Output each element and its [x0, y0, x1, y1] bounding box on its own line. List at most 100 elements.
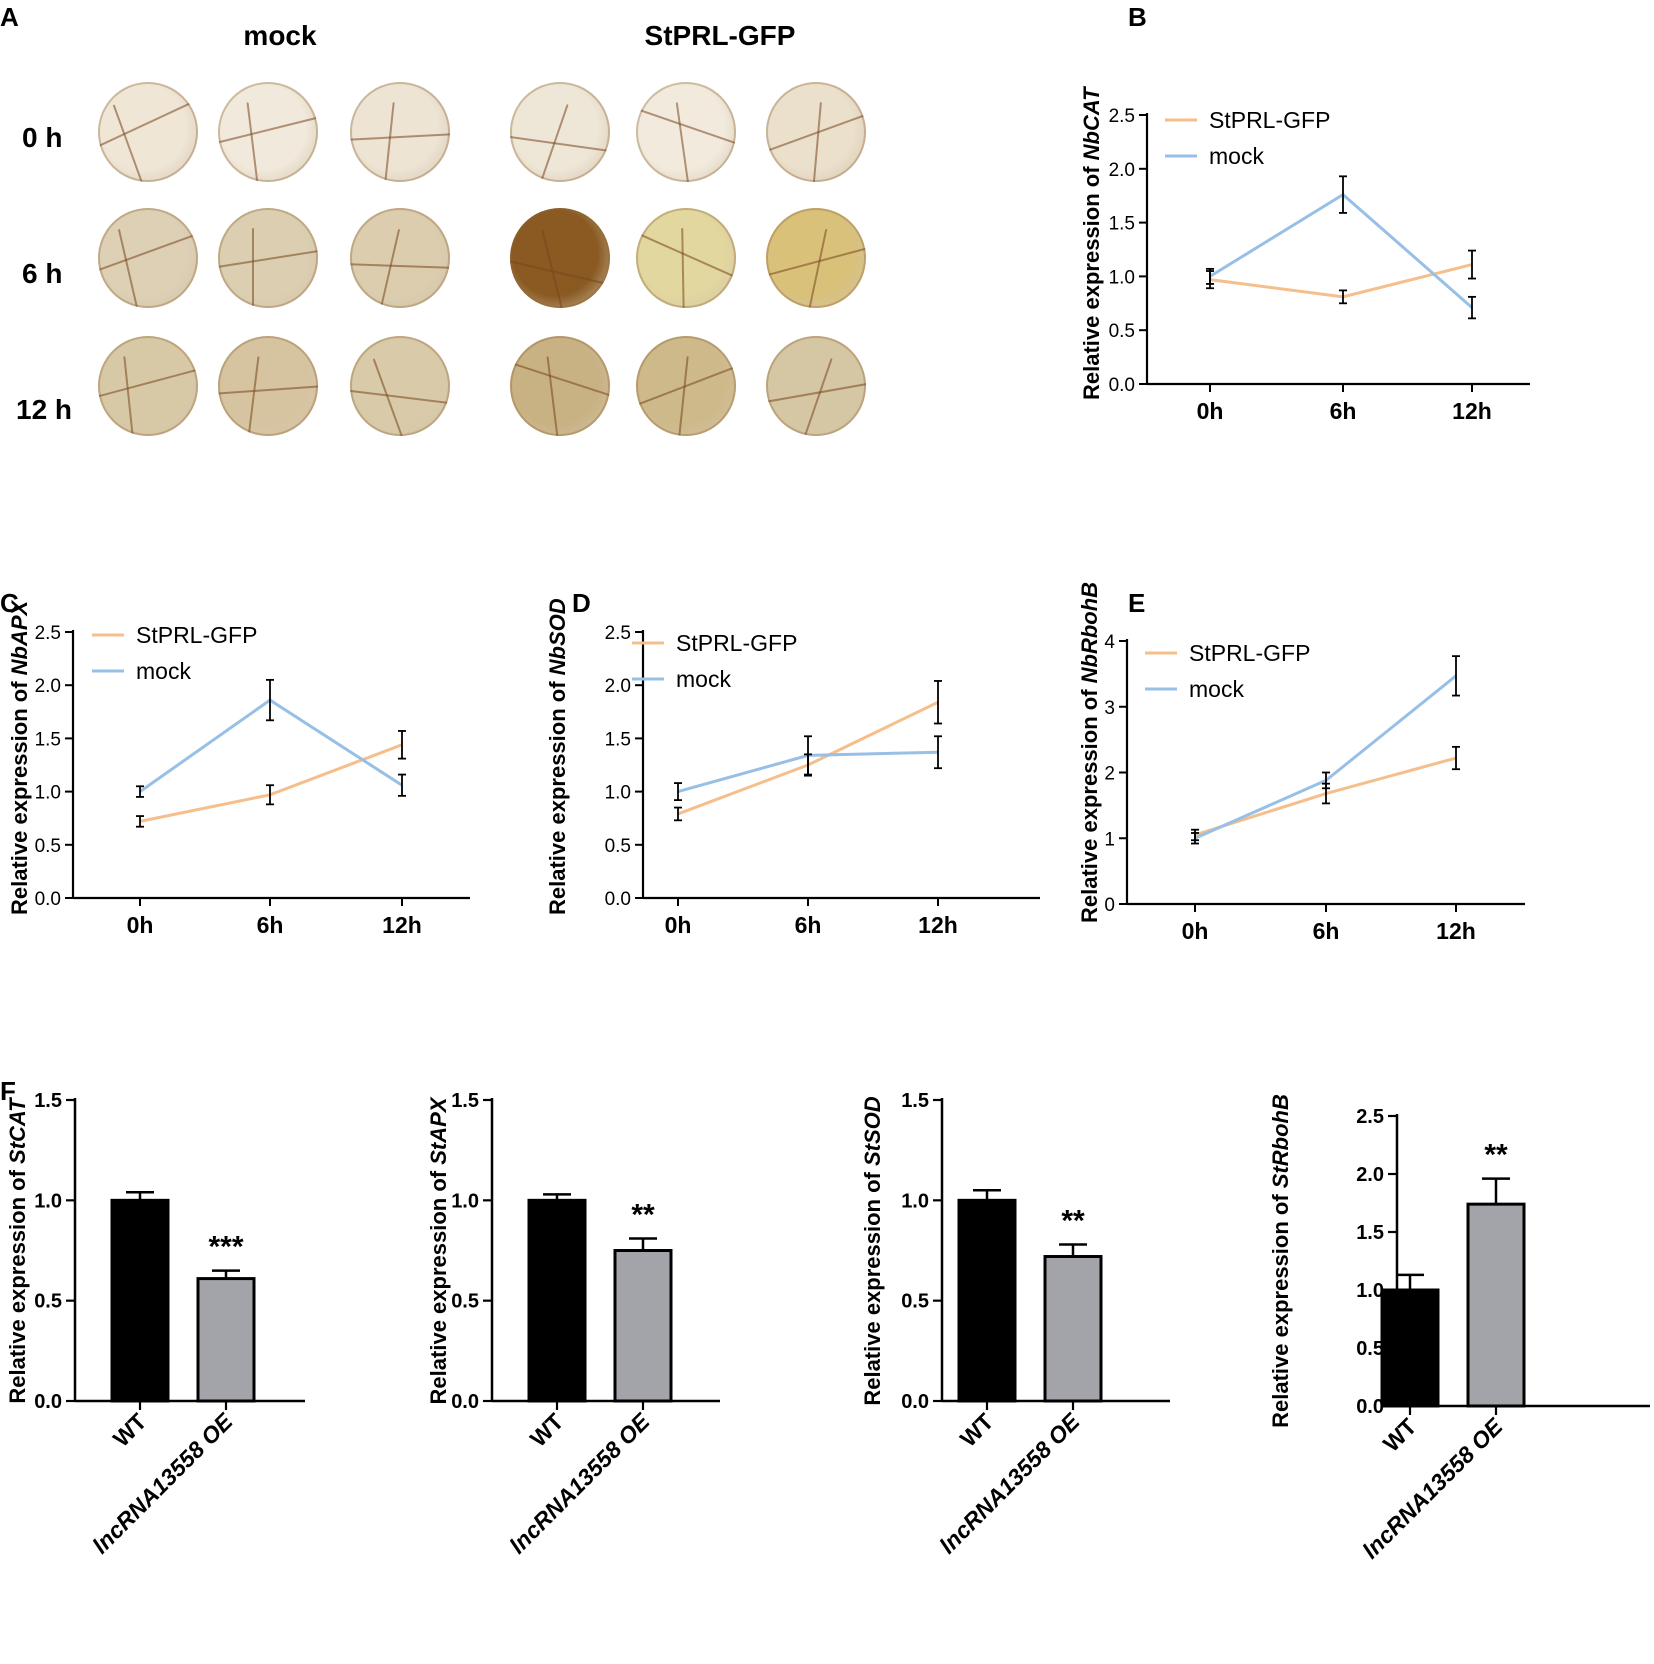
error-bar [934, 680, 942, 725]
leaf-vein [677, 356, 689, 436]
y-tick-label: 2.5 [1356, 1106, 1384, 1128]
panel-letter-b: B [1128, 2, 1147, 32]
error-bar [1191, 832, 1199, 845]
chart-b-nbcat: 0.0 0.5 1.0 1.5 2.0 2.5 0h 6h 12h StPRL-GFP mock Re… [1070, 87, 1589, 460]
x-tick-label: WT [108, 1408, 152, 1452]
chart-svg: 0.0 0.5 1.0 1.5 2.0 2.5 0h 6h 12h StPRL-GFP mock [35, 622, 470, 938]
y-tick-label: 0.0 [901, 1391, 929, 1413]
leaf-vein [246, 356, 260, 436]
leaf-disc [766, 336, 866, 436]
y-axis-label-prefix: Relative expression of [1079, 159, 1104, 400]
leaf-disc [350, 82, 450, 182]
panel-letter-e: E [1128, 588, 1146, 618]
error-bar [266, 678, 274, 722]
legend-label: StPRL-GFP [1209, 107, 1330, 133]
y-tick-label: 2.0 [1109, 160, 1135, 181]
y-axis-label-gene: NbRbohB [1077, 581, 1102, 683]
y-tick-label: 2.5 [605, 623, 631, 644]
chart-d-nbsod: 0.0 0.5 1.0 1.5 2.0 2.5 0h 6h 12h StPRL-GFP mock Re… [545, 598, 1090, 980]
y-tick-label: 0.5 [1109, 321, 1135, 342]
leaf-vein [350, 389, 450, 405]
significance-marker: *** [208, 1231, 243, 1264]
y-tick-label: 0.0 [1356, 1396, 1384, 1418]
row-header-12h: 12 h [16, 394, 73, 425]
bar-oe [196, 1277, 256, 1403]
chart-svg: 0.0 0.5 1.0 1.5 2.0 2.5 0h 6h 12h StPRL-GFP mock [605, 623, 1040, 938]
x-tick-label: WT [955, 1408, 999, 1452]
y-axis-label: Relative expression of StSOD [860, 1086, 886, 1416]
y-axis-label: Relative expression of StAPX [426, 1086, 452, 1416]
row-header-0h: 0 h [22, 122, 63, 153]
leaf-vein [383, 102, 395, 182]
error-bar [212, 1269, 240, 1279]
leaf-vein [812, 102, 822, 182]
error-bar [398, 730, 406, 760]
y-tick-label: 1.5 [605, 729, 631, 750]
leaf-vein [510, 135, 610, 153]
y-axis-label: Relative expression of NbAPX [7, 601, 33, 915]
x-tick-label: 6h [795, 912, 822, 938]
y-axis-label-gene: StRbohB [1268, 1094, 1293, 1189]
leaf-disc [98, 336, 198, 436]
leaf-disc-photo-panel: mock StPRL-GFP 0 h 6 h 12 h [0, 0, 1130, 490]
leaf-vein [117, 228, 141, 308]
bar-oe [1466, 1202, 1526, 1408]
error-bar [1339, 289, 1347, 305]
y-tick-label: 2.0 [1356, 1164, 1384, 1186]
error-bar [973, 1189, 1001, 1201]
leaf-vein [636, 107, 736, 145]
chart-f4-strbohb: 0.0 0.5 1.0 1.5 2.0 2.5 WT lncRNA13558 OE ** Rela… [1268, 1094, 1654, 1660]
y-axis-label-gene: NbCAT [1079, 86, 1104, 160]
error-bar [398, 773, 406, 797]
significance-marker: ** [1484, 1139, 1508, 1172]
leaf-vein [123, 356, 135, 436]
bar-wt [1380, 1288, 1440, 1408]
leaf-vein [546, 356, 560, 436]
y-tick-label: 2.5 [35, 623, 61, 644]
y-axis-label-prefix: Relative expression of [1268, 1188, 1293, 1428]
legend-label: mock [1189, 676, 1244, 702]
error-bar [674, 806, 682, 822]
panel-letter-d: D [572, 588, 591, 618]
leaf-disc [218, 208, 318, 308]
error-bar [804, 735, 812, 776]
y-axis-label: Relative expression of StRbohB [1268, 1086, 1294, 1436]
y-axis-label-gene: StSOD [860, 1095, 885, 1166]
x-tick-label: 6h [257, 912, 284, 938]
error-bar [629, 1237, 657, 1251]
error-bar [1322, 771, 1330, 790]
leaf-disc [510, 82, 610, 182]
y-tick-label: 1.0 [605, 783, 631, 804]
error-bar [1482, 1177, 1510, 1205]
error-bar [1059, 1243, 1087, 1257]
y-axis-label-prefix: Relative expression of [545, 675, 570, 915]
y-tick-label: 1.5 [1356, 1222, 1384, 1244]
leaf-vein [350, 263, 450, 269]
leaf-vein [218, 249, 318, 269]
error-bar [126, 1191, 154, 1201]
legend-label: mock [1209, 143, 1264, 169]
error-bar [1452, 745, 1460, 771]
leaf-vein [681, 227, 685, 308]
bar-oe [1043, 1255, 1103, 1403]
y-tick-label: 0.0 [451, 1391, 479, 1413]
leaf-disc [350, 336, 450, 436]
y-tick-label: 1.5 [1109, 214, 1135, 235]
error-bar [136, 815, 144, 828]
y-axis-label: Relative expression of NbRbohB [1077, 581, 1103, 922]
x-tick-label: 12h [918, 912, 958, 938]
column-header-mock: mock [243, 20, 317, 51]
leaf-vein [112, 104, 146, 182]
leaf-vein [377, 228, 401, 308]
y-axis-label-gene: StAPX [426, 1097, 451, 1165]
y-tick-label: 0.0 [35, 889, 61, 910]
leaf-disc [766, 208, 866, 308]
y-tick-label: 1.0 [34, 1190, 62, 1212]
y-axis-label-prefix: Relative expression of [426, 1164, 451, 1404]
leaf-vein [252, 228, 254, 308]
error-bar [934, 735, 942, 770]
error-bar [1468, 295, 1476, 320]
error-bar [1396, 1273, 1424, 1290]
